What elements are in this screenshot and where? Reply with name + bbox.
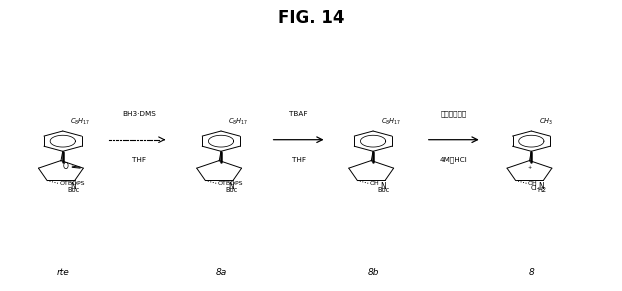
Text: 8b: 8b bbox=[368, 268, 379, 277]
Text: $C_8H_{17}$: $C_8H_{17}$ bbox=[228, 117, 249, 127]
Text: THF: THF bbox=[132, 157, 146, 163]
Text: Boc: Boc bbox=[67, 187, 80, 193]
Text: $C_8H_{17}$: $C_8H_{17}$ bbox=[70, 117, 90, 127]
Text: Boc: Boc bbox=[378, 187, 390, 193]
Text: H2: H2 bbox=[537, 187, 547, 193]
Text: OTBDPS: OTBDPS bbox=[60, 181, 85, 186]
Text: $^+$: $^+$ bbox=[526, 166, 533, 172]
Text: OH: OH bbox=[369, 181, 379, 186]
Text: $CH_3$: $CH_3$ bbox=[539, 117, 553, 127]
Text: N: N bbox=[70, 182, 76, 191]
Text: ジオキサン中: ジオキサン中 bbox=[440, 110, 467, 117]
Text: OH: OH bbox=[528, 181, 538, 186]
Text: OTBDPS: OTBDPS bbox=[218, 181, 243, 186]
Text: 8: 8 bbox=[529, 268, 534, 277]
Text: FIG. 14: FIG. 14 bbox=[278, 9, 344, 27]
Text: BH3·DMS: BH3·DMS bbox=[122, 111, 156, 117]
Text: N: N bbox=[380, 182, 386, 191]
Text: $C_8H_{17}$: $C_8H_{17}$ bbox=[381, 117, 401, 127]
Text: TBAF: TBAF bbox=[289, 111, 308, 117]
Text: 8a: 8a bbox=[215, 268, 226, 277]
Text: THF: THF bbox=[292, 157, 305, 163]
Text: Boc: Boc bbox=[226, 187, 238, 193]
Text: N: N bbox=[539, 182, 544, 191]
Text: N: N bbox=[228, 182, 234, 191]
Text: O: O bbox=[63, 162, 69, 171]
Text: Cl-: Cl- bbox=[531, 184, 541, 191]
Text: rte: rte bbox=[57, 268, 69, 277]
Text: 4MのHCl: 4MのHCl bbox=[440, 157, 468, 163]
